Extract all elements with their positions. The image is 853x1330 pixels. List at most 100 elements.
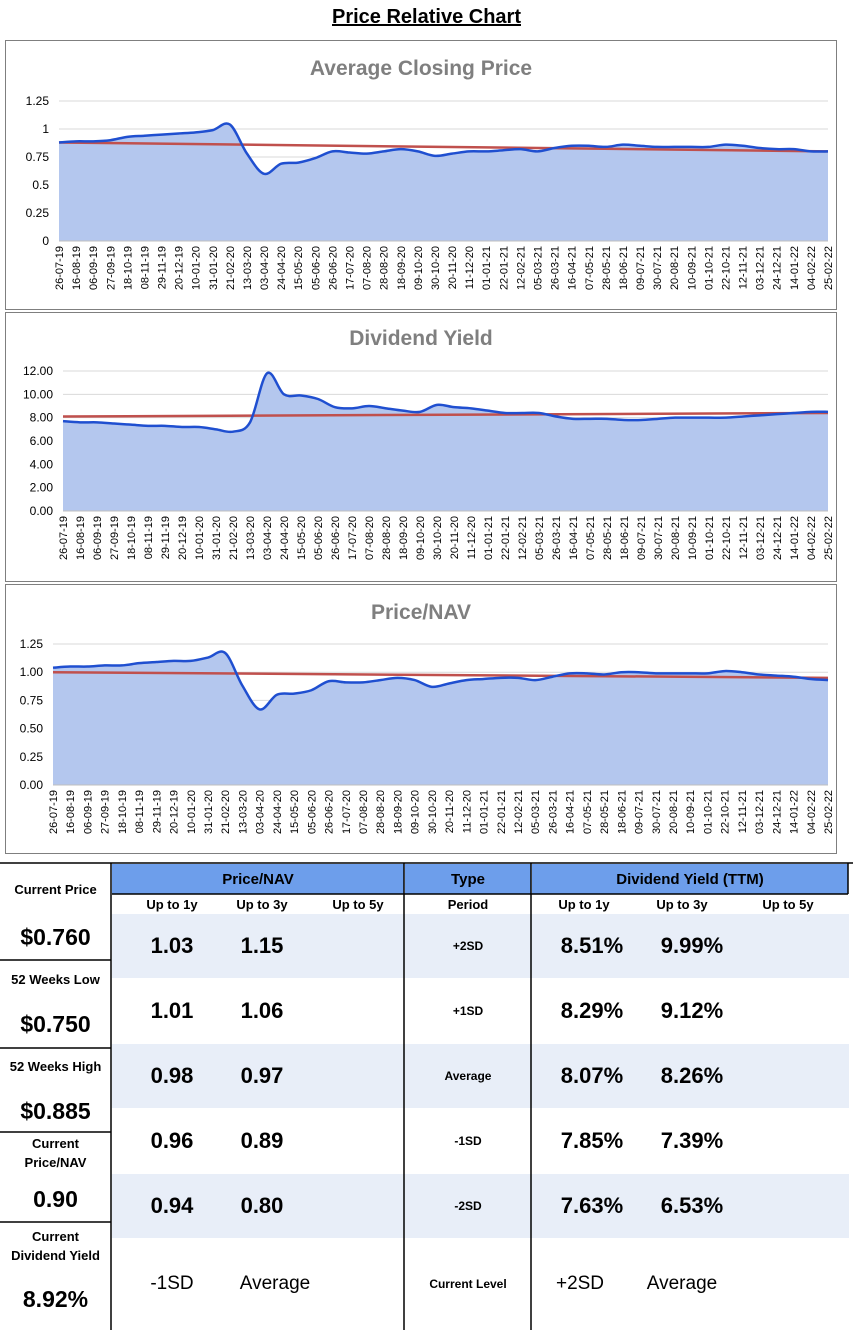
x-tick-label: 09-07-21: [634, 790, 646, 834]
dy-3y-value: 7.39%: [660, 1128, 724, 1153]
x-tick-label: 13-03-20: [237, 790, 249, 834]
x-tick-label: 16-04-21: [565, 790, 577, 834]
x-tick-label: 10-01-20: [186, 790, 198, 834]
pnav-3y-value: 1.06: [240, 998, 284, 1023]
valuation-table: Current Price $0.760 52 Weeks Low $0.750…: [0, 862, 853, 1330]
x-tick-label: 20-12-19: [169, 790, 181, 834]
x-tick-label: 12-02-21: [517, 516, 529, 560]
x-tick-label: 18-09-20: [392, 790, 404, 834]
type-label: +2SD: [452, 939, 484, 953]
x-tick-label: 05-03-21: [532, 246, 544, 290]
x-tick-label: 28-05-21: [601, 246, 613, 290]
x-tick-label: 12-02-21: [515, 246, 527, 290]
x-tick-label: 18-10-19: [126, 516, 138, 560]
x-tick-label: 25-02-22: [823, 790, 835, 834]
x-tick-label: 03-12-21: [755, 246, 767, 290]
pnav-1y-value: 1.03: [150, 933, 194, 958]
x-tick-label: 04-02-22: [806, 790, 818, 834]
x-tick-label: 06-09-19: [88, 246, 100, 290]
x-tick-label: 01-10-21: [703, 246, 715, 290]
current-level-label: Current Level: [429, 1277, 507, 1291]
current-dy-value: 8.92%: [22, 1285, 89, 1312]
current-price-value: $0.760: [20, 923, 91, 950]
x-tick-label: 05-06-20: [306, 790, 318, 834]
x-tick-label: 27-09-19: [105, 246, 117, 290]
series-line: [62, 371, 829, 434]
x-tick-label: 24-12-21: [771, 790, 783, 834]
y-tick-label: 0.75: [26, 150, 50, 164]
x-tick-label: 11-12-20: [464, 246, 476, 289]
y-tick-label: 8.00: [30, 411, 54, 425]
x-tick-label: 25-02-22: [823, 516, 835, 560]
header-bg: [532, 864, 848, 894]
x-tick-label: 26-03-21: [551, 516, 563, 560]
series-line: [52, 650, 829, 711]
x-tick-label: 20-12-19: [174, 246, 186, 290]
x-tick-label: 27-09-19: [109, 516, 121, 560]
x-tick-label: 13-03-20: [245, 516, 257, 560]
y-tick-label: 0.75: [20, 693, 44, 707]
pnav-1y-value: 0.94: [150, 1193, 194, 1218]
x-tick-label: 26-07-19: [48, 790, 60, 834]
x-tick-label: 29-11-19: [151, 790, 163, 833]
current-dy-label-line1: Current: [32, 1229, 79, 1244]
x-tick-label: 18-10-19: [117, 790, 129, 834]
y-tick-label: 1.25: [26, 94, 50, 108]
x-tick-label: 16-08-19: [65, 790, 77, 834]
chart-title: Average Closing Price: [309, 57, 533, 80]
x-tick-label: 14-01-22: [789, 246, 801, 290]
x-tick-label: 28-08-20: [381, 516, 393, 560]
x-tick-label: 11-12-20: [461, 790, 473, 833]
y-tick-label: 0.5: [32, 178, 49, 192]
type-label: +1SD: [452, 1004, 484, 1018]
x-tick-label: 28-05-21: [599, 790, 611, 834]
x-tick-label: 09-07-21: [636, 516, 648, 560]
dy-3y-value: 8.26%: [660, 1063, 724, 1088]
x-tick-label: 16-08-19: [75, 516, 87, 560]
x-tick-label: 08-11-19: [143, 516, 155, 559]
x-tick-label: 09-10-20: [413, 246, 425, 290]
x-tick-label: 17-07-20: [341, 790, 353, 834]
dy-3y-value: 9.12%: [660, 998, 724, 1023]
x-tick-label: 26-03-21: [550, 246, 562, 290]
x-tick-label: 05-03-21: [530, 790, 542, 834]
price-nav-chart: Price/NAV 0.00 0.25 0.50 0.75 1.00 1.25 26-07-…: [5, 584, 837, 854]
x-tick-label: 10-09-21: [686, 246, 698, 290]
x-tick-label: 05-06-20: [313, 516, 325, 560]
x-tick-label: 18-06-21: [619, 516, 631, 560]
x-tick-label: 22-10-21: [720, 790, 732, 834]
x-tick-label: 18-06-21: [616, 790, 628, 834]
dy-sub-5y: Up to 5y: [762, 896, 814, 912]
x-tick-label: 26-06-20: [324, 790, 336, 834]
x-tick-label: 30-07-21: [653, 516, 665, 560]
y-tick-label: 0: [42, 234, 49, 248]
trend-line: [58, 141, 829, 153]
dividend-yield-chart: Dividend Yield 0.00 2.00 4.00 6.00 8.00 10.00…: [5, 312, 837, 582]
current-pnav-label-line2: Price/NAV: [24, 1155, 87, 1170]
x-tick-label: 07-08-20: [358, 790, 370, 834]
x-tick-label: 03-04-20: [262, 516, 274, 560]
pnav-3y-value: 0.80: [240, 1193, 284, 1218]
type-label: -1SD: [454, 1134, 482, 1148]
x-tick-label: 31-01-20: [203, 790, 215, 834]
y-tick-label: 0.25: [26, 206, 50, 220]
x-tick-label: 21-02-20: [220, 790, 232, 834]
series-area: [63, 372, 828, 511]
current-pnav-label-line1: Current: [32, 1136, 79, 1151]
x-tick-label: 03-04-20: [255, 790, 267, 834]
pnav-1y-value: 1.01: [150, 998, 194, 1023]
y-tick-label: 12.00: [23, 364, 53, 378]
dy-1y-value: 8.07%: [560, 1063, 624, 1088]
x-tick-label: 10-01-20: [194, 516, 206, 560]
52-week-high-label: 52 Weeks High: [9, 1059, 102, 1074]
x-tick-label: 22-01-21: [498, 246, 510, 290]
x-tick-label: 22-10-21: [721, 516, 733, 560]
x-tick-label: 28-08-20: [375, 790, 387, 834]
type-label: -2SD: [454, 1199, 482, 1213]
x-tick-label: 01-10-21: [704, 516, 716, 560]
x-tick-label: 28-08-20: [379, 246, 391, 290]
x-tick-label: 09-10-20: [415, 516, 427, 560]
x-tick-label: 26-07-19: [58, 516, 70, 560]
x-tick-label: 24-12-21: [772, 516, 784, 560]
x-tick-label: 01-10-21: [702, 790, 714, 834]
